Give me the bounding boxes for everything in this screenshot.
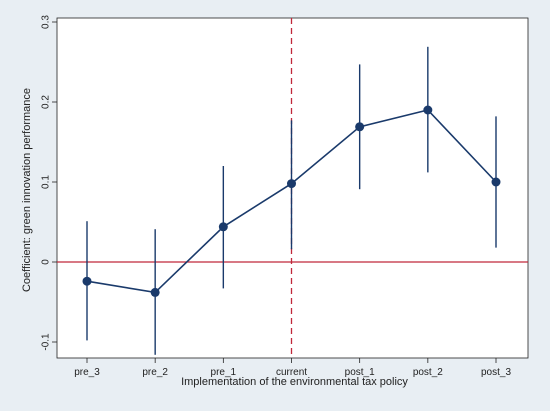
plot-area [56, 17, 529, 359]
coefficient-point [218, 222, 228, 232]
x-tick-label: pre_3 [74, 367, 100, 378]
x-tick-label: pre_2 [142, 367, 168, 378]
coefficient-point [355, 122, 365, 132]
x-tick-label: post_2 [413, 367, 443, 378]
axes [52, 21, 497, 363]
x-tick-label: post_3 [481, 367, 511, 378]
coefficient-point [82, 276, 92, 286]
x-axis-title: Implementation of the environmental tax … [181, 376, 408, 388]
x-tick-label: current [276, 367, 307, 378]
y-tick-label: 0.3 [41, 15, 52, 29]
x-tick-label: pre_1 [211, 367, 237, 378]
coefficient-points [82, 105, 501, 297]
y-tick-labels: -0.1 0 0.1 0.2 0.3 [41, 15, 52, 351]
y-tick-label: -0.1 [41, 333, 52, 351]
y-axis-title: Coefficient: green innovation performanc… [21, 88, 33, 292]
x-tick-labels: pre_3 pre_2 pre_1 current post_1 post_2 post_3 [74, 367, 511, 378]
y-tick-label: 0 [41, 259, 52, 265]
y-tick-label: 0.2 [41, 95, 52, 109]
coefficient-point [423, 105, 433, 115]
coefficient-point [150, 287, 160, 297]
y-tick-label: 0.1 [41, 175, 52, 189]
coefficient-point [491, 177, 501, 187]
x-tick-label: post_1 [345, 367, 375, 378]
coefficient-point [287, 179, 296, 189]
